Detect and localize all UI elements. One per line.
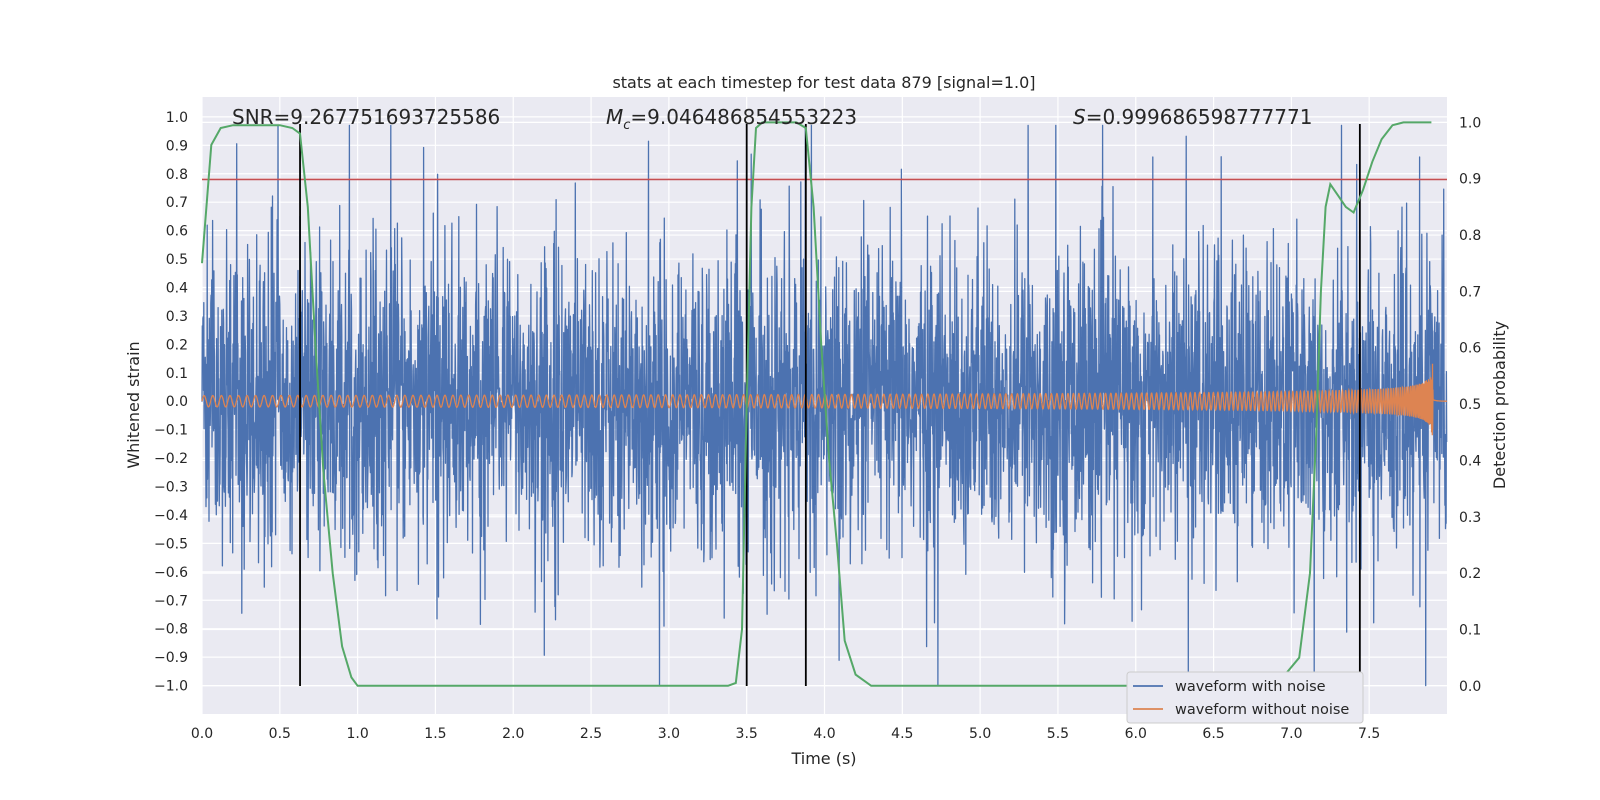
- x-axis-title: Time (s): [790, 749, 856, 768]
- y-tick-label: −0.1: [154, 423, 188, 439]
- y-tick-label: 0.7: [166, 195, 188, 211]
- y-tick-label: 0.6: [166, 224, 188, 240]
- y-tick-label: 0.4: [166, 281, 188, 297]
- y-tick-label: −0.8: [154, 622, 188, 638]
- chart-title: stats at each timestep for test data 879…: [612, 73, 1035, 92]
- x-tick-label: 1.0: [346, 726, 368, 742]
- legend-box: [1126, 671, 1364, 724]
- y-tick-label: −1.0: [154, 679, 188, 695]
- y-right-tick-label: 0.1: [1459, 622, 1481, 638]
- y-right-tick-label: 0.6: [1459, 341, 1481, 357]
- legend: waveform with noise waveform without noi…: [1126, 671, 1364, 724]
- x-tick-label: 6.0: [1125, 726, 1147, 742]
- mc-annotation: Mc=9.046486854553223: [606, 105, 857, 133]
- x-tick-label: 4.5: [891, 726, 913, 742]
- s-value: =0.999686598777771: [1086, 105, 1313, 129]
- y-tick-label: 0.3: [166, 309, 188, 325]
- y-tick-label: 0.9: [166, 138, 188, 154]
- y-axis-right-ticks: 1.0 0.9 0.8 0.7 0.6 0.5 0.4 0.3 0.2 0.1 0.0: [1459, 115, 1481, 694]
- y-axis-ticks: 1.0 0.9 0.8 0.7 0.6 0.5 0.4 0.3 0.2 0.1 0.0 −0.1 −0.…: [154, 110, 188, 695]
- x-tick-label: 7.5: [1358, 726, 1380, 742]
- y-right-tick-label: 0.3: [1459, 510, 1481, 526]
- y-tick-label: 0.5: [166, 252, 188, 268]
- y-tick-label: 0.2: [166, 337, 188, 353]
- mc-symbol: M: [606, 105, 623, 129]
- x-axis-ticks: 0.0 0.5 1.0 1.5 2.0 2.5 3.0 3.5 4.0 4.5 5.0 5.5 6.0 6…: [191, 726, 1380, 742]
- series-detection-probability: [201, 121, 1432, 687]
- x-tick-label: 5.5: [1047, 726, 1069, 742]
- y-right-tick-label: 0.2: [1459, 566, 1481, 582]
- x-tick-label: 4.0: [813, 726, 835, 742]
- y-right-tick-label: 0.8: [1459, 228, 1481, 244]
- y-tick-label: −0.3: [154, 480, 188, 496]
- y-tick-label: −0.5: [154, 536, 188, 552]
- s-annotation: S=0.999686598777771: [1073, 105, 1312, 129]
- x-tick-label: 2.5: [580, 726, 602, 742]
- x-tick-label: 3.5: [736, 726, 758, 742]
- x-tick-label: 2.0: [502, 726, 524, 742]
- snr-annotation: SNR=9.267751693725586: [232, 105, 500, 129]
- y-tick-label: −0.2: [154, 451, 188, 467]
- y-tick-label: −0.7: [154, 593, 188, 609]
- y-tick-label: −0.6: [154, 565, 188, 581]
- y-right-tick-label: 0.9: [1459, 172, 1481, 188]
- x-tick-label: 3.0: [658, 726, 680, 742]
- mc-value: =9.046486854553223: [630, 105, 857, 129]
- y-axis-title: Whitened strain: [124, 341, 143, 468]
- y-tick-label: 0.8: [166, 167, 188, 183]
- s-symbol: S: [1073, 105, 1086, 129]
- x-tick-label: 0.5: [269, 726, 291, 742]
- y-right-tick-label: 0.5: [1459, 397, 1481, 413]
- y-right-tick-label: 1.0: [1459, 115, 1481, 131]
- x-tick-label: 5.0: [969, 726, 991, 742]
- y-tick-label: 1.0: [166, 110, 188, 126]
- x-tick-label: 6.5: [1202, 726, 1224, 742]
- y-right-tick-label: 0.0: [1459, 679, 1481, 695]
- y-right-tick-label: 0.7: [1459, 284, 1481, 300]
- y-axis-right-title: Detection probability: [1490, 321, 1509, 489]
- y-tick-label: 0.1: [166, 366, 188, 382]
- legend-label-waveform-with-noise: waveform with noise: [1175, 679, 1326, 695]
- legend-label-waveform-without-noise: waveform without noise: [1175, 702, 1349, 718]
- mc-subscript: c: [623, 118, 630, 133]
- x-tick-label: 1.5: [424, 726, 446, 742]
- y-right-tick-label: 0.4: [1459, 453, 1481, 469]
- y-tick-label: 0.0: [166, 394, 188, 410]
- x-tick-label: 7.0: [1280, 726, 1302, 742]
- vertical-markers: [299, 124, 1361, 686]
- detection-probability-line: [201, 121, 1432, 687]
- y-tick-label: −0.4: [154, 508, 188, 524]
- y-tick-label: −0.9: [154, 650, 188, 666]
- x-tick-label: 0.0: [191, 726, 213, 742]
